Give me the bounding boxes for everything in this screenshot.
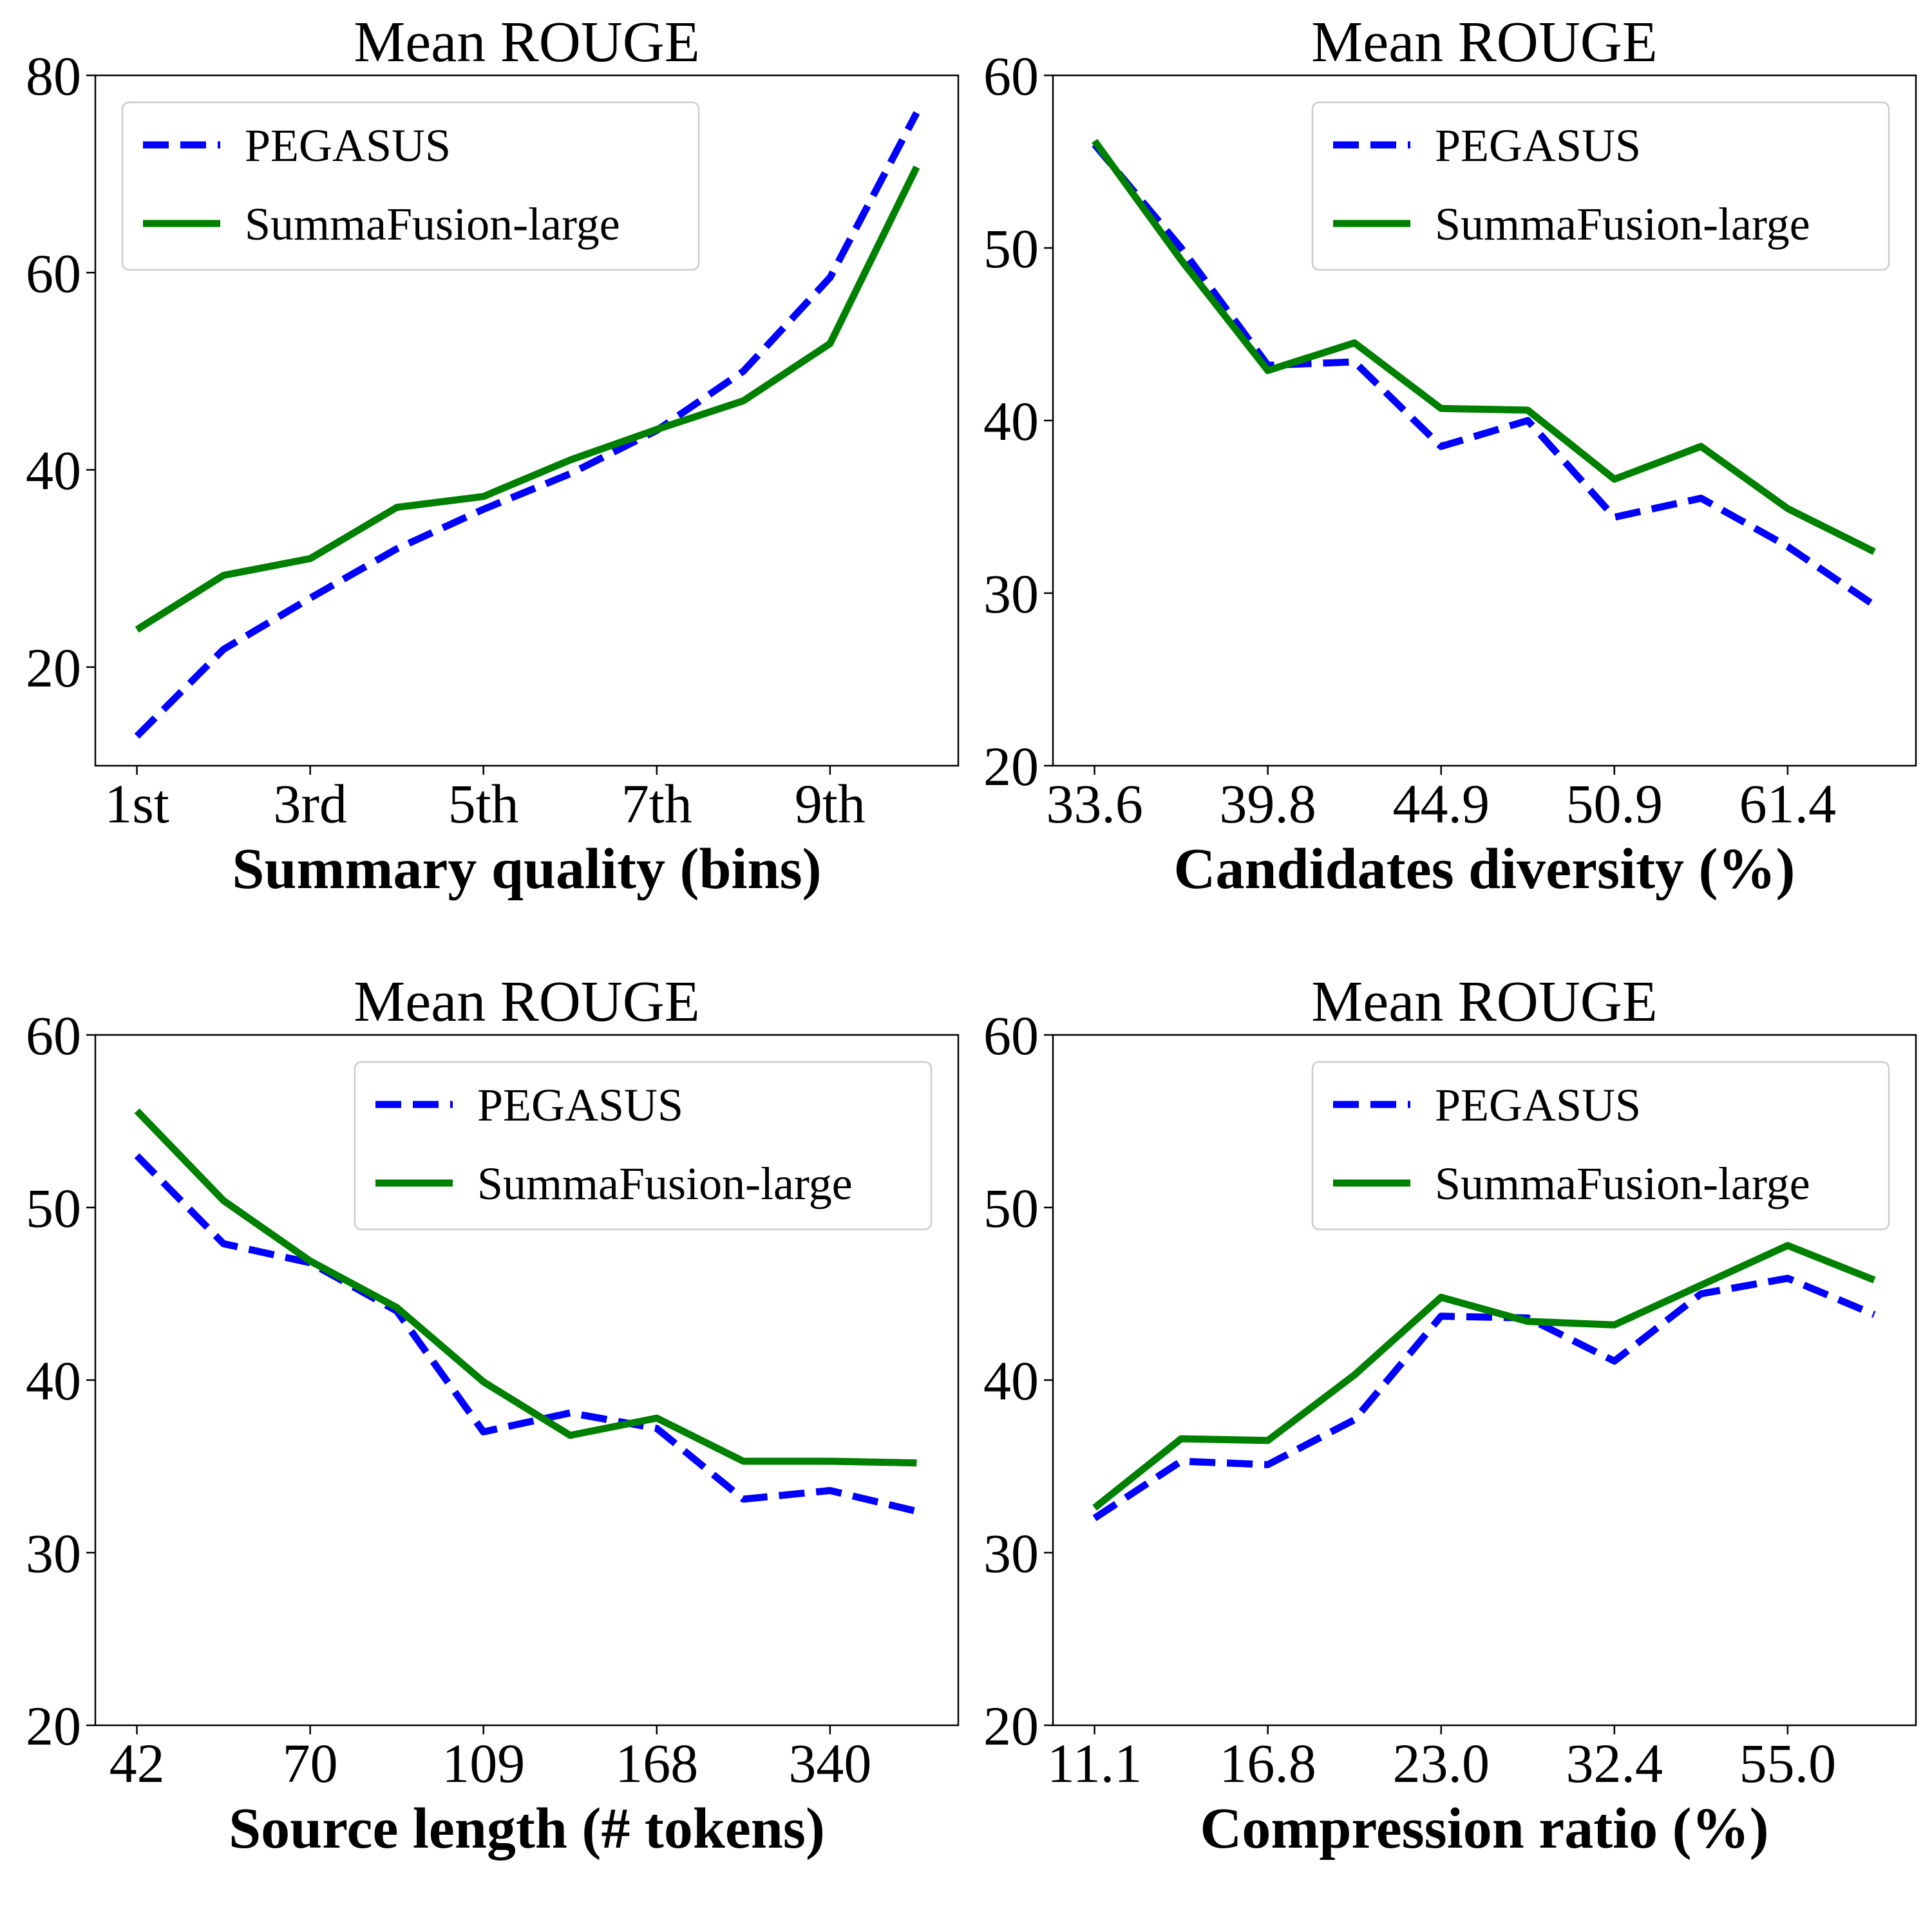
y-tick-label: 40: [26, 1350, 81, 1412]
x-axis-label: Candidates diversity (%): [1174, 837, 1795, 901]
chart-panel-1: Mean ROUGE 20 40 60 80 1st 3rd 5th 7th 9thSummary…: [26, 10, 960, 901]
chart-title: Mean ROUGE: [1311, 10, 1657, 74]
plot-frame: [94, 1034, 960, 1727]
y-tick-label: 20: [983, 735, 1039, 797]
legend-label: PEGASUS: [1435, 120, 1641, 171]
series-line-pegasus: [1092, 142, 1877, 609]
y-tick-label: 40: [983, 390, 1039, 452]
y-tick-label: 40: [983, 1350, 1039, 1412]
chart-panel-4: Mean ROUGE 20 30 40 50 60 11.1 16.8 23.0 32.4 55.0…: [983, 970, 1917, 1861]
legend: PEGASUS SummaFusion-large: [1311, 1061, 1890, 1231]
y-tick-label: 60: [983, 45, 1039, 107]
x-tick-label: 50.9: [1566, 773, 1663, 835]
x-tick-label: 168: [615, 1732, 698, 1794]
plot-frame: [94, 74, 960, 767]
x-tick-label: 1st: [104, 773, 169, 835]
legend-box: [354, 1061, 933, 1231]
y-tick-label: 20: [26, 1695, 81, 1757]
legend-label: PEGASUS: [477, 1079, 683, 1131]
x-tick-label: 70: [283, 1732, 338, 1794]
legend: PEGASUS SummaFusion-large: [1311, 101, 1890, 271]
x-tick-label: 5th: [448, 773, 519, 835]
y-tick-label: 60: [26, 242, 81, 304]
chart-title: Mean ROUGE: [354, 10, 699, 74]
series-line-pegasus: [134, 1153, 918, 1515]
chart-panel-2: Mean ROUGE 20 30 40 50 60 33.6 39.8 44.9 50.9 61.4…: [983, 10, 1917, 901]
y-tick-label: 50: [983, 218, 1039, 279]
y-tick-label: 30: [983, 1522, 1039, 1584]
x-axis-label: Compression ratio (%): [1200, 1797, 1768, 1861]
x-tick-label: 23.0: [1392, 1732, 1490, 1794]
chart-title: Mean ROUGE: [354, 970, 699, 1034]
y-tick-label: 80: [26, 45, 81, 107]
legend: PEGASUS SummaFusion-large: [354, 1061, 933, 1231]
x-tick-label: 3rd: [273, 773, 347, 835]
x-axis-label: Source length (# tokens): [229, 1797, 825, 1861]
x-tick-label: 7th: [621, 773, 692, 835]
y-tick-label: 40: [26, 440, 81, 502]
x-tick-label: 55.0: [1739, 1732, 1837, 1794]
y-tick-label: 50: [983, 1177, 1039, 1239]
y-tick-label: 20: [983, 1695, 1039, 1757]
x-tick-label: 16.8: [1219, 1732, 1316, 1794]
x-tick-label: 61.4: [1739, 773, 1837, 835]
x-tick-label: 11.1: [1047, 1732, 1142, 1794]
legend-box: [1311, 1061, 1890, 1231]
y-tick-label: 30: [26, 1522, 81, 1584]
legend-box: [121, 101, 700, 271]
series-line-summafusion-large: [135, 165, 920, 633]
x-tick-label: 44.9: [1392, 773, 1490, 835]
x-tick-label: 39.8: [1219, 773, 1316, 835]
legend-label: SummaFusion-large: [1435, 1158, 1810, 1209]
x-tick-label: 109: [442, 1732, 525, 1794]
x-tick-label: 42: [109, 1732, 165, 1794]
legend-label: PEGASUS: [1435, 1079, 1641, 1131]
plot-frame: [1052, 1034, 1917, 1727]
chart-title: Mean ROUGE: [1311, 970, 1657, 1034]
legend-label: SummaFusion-large: [1435, 198, 1810, 250]
y-tick-label: 30: [983, 563, 1039, 625]
y-tick-label: 60: [983, 1005, 1039, 1066]
y-tick-label: 20: [26, 637, 81, 699]
series-line-summafusion-large: [134, 1108, 917, 1467]
legend: PEGASUS SummaFusion-large: [121, 101, 700, 271]
y-tick-label: 60: [26, 1005, 81, 1066]
legend-label: PEGASUS: [245, 120, 451, 171]
x-tick-label: 340: [788, 1732, 871, 1794]
y-tick-label: 50: [26, 1177, 81, 1239]
series-line-pegasus: [134, 111, 920, 739]
series-line-summafusion-large: [1092, 1242, 1876, 1511]
chart-panel-3: Mean ROUGE 20 30 40 50 60 42 70 109 168 340Source …: [26, 970, 960, 1861]
legend-box: [1311, 101, 1890, 271]
x-tick-label: 33.6: [1046, 773, 1143, 835]
plot-frame: [1052, 74, 1917, 767]
x-tick-label: 9th: [795, 773, 866, 835]
legend-label: SummaFusion-large: [477, 1158, 853, 1209]
series-line-summafusion-large: [1092, 138, 1876, 555]
series-line-pegasus: [1092, 1274, 1876, 1521]
x-axis-label: Summary quality (bins): [232, 837, 821, 901]
x-tick-label: 32.4: [1566, 1732, 1663, 1794]
legend-label: SummaFusion-large: [245, 198, 620, 250]
